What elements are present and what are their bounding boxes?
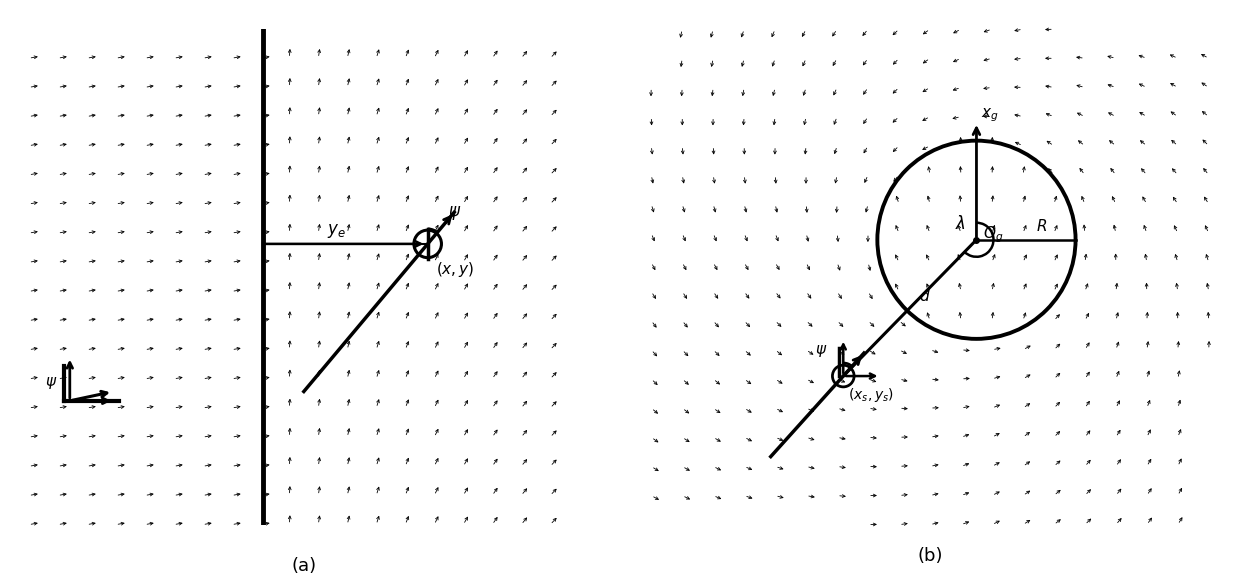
Text: $x_g$: $x_g$: [981, 107, 999, 124]
Text: $\lambda$: $\lambda$: [955, 215, 966, 233]
Text: $\psi$: $\psi$: [449, 205, 461, 222]
Text: $\psi$: $\psi$: [45, 375, 57, 391]
Text: $\psi$: $\psi$: [816, 343, 828, 359]
Text: $y_e$: $y_e$: [327, 222, 346, 240]
Text: $(x_s, y_s)$: $(x_s, y_s)$: [848, 387, 894, 404]
Text: $(x, y)$: $(x, y)$: [436, 260, 475, 279]
Text: (b): (b): [918, 547, 942, 565]
Text: $R$: $R$: [1035, 218, 1047, 234]
Text: $O_g$: $O_g$: [983, 224, 1003, 245]
Text: (a): (a): [291, 557, 316, 575]
Text: $d$: $d$: [919, 288, 930, 304]
